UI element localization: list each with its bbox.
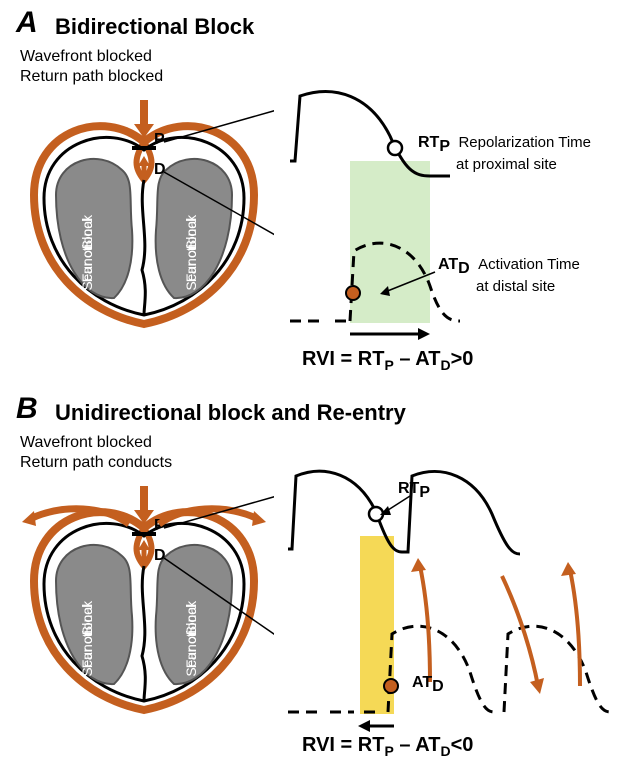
panel-a-letter: A xyxy=(16,6,38,40)
panel-a-line1: Wavefront blocked xyxy=(20,48,152,66)
formula-b: RVI = RTP – ATD<0 xyxy=(302,734,473,759)
waveform-a xyxy=(280,76,620,356)
rtp-pointer-b xyxy=(380,494,430,534)
panel-a-title: Bidirectional Block xyxy=(55,14,254,40)
svg-text:Block: Block xyxy=(79,214,95,249)
panel-b-letter: B xyxy=(16,392,38,426)
waveform-b xyxy=(280,454,626,744)
panel-b-title: Unidirectional block and Re-entry xyxy=(55,400,406,426)
heart-diagram-b: Scar or Functional Block Scar or Functio… xyxy=(14,486,274,716)
panel-b-line1: Wavefront blocked xyxy=(20,434,152,452)
panel-b-line2: Return path conducts xyxy=(20,454,172,472)
heart-diagram-a: Scar or Functional Block Scar or Functio… xyxy=(14,100,274,330)
atd-pointer-a xyxy=(380,268,460,308)
svg-text:Block: Block xyxy=(79,600,95,635)
atd-label-b: ATD xyxy=(412,674,444,696)
svg-text:Block: Block xyxy=(183,214,199,249)
svg-text:D: D xyxy=(154,547,166,564)
rtp-label-a: RTP Repolarization Time at proximal site xyxy=(418,134,591,174)
svg-text:Block: Block xyxy=(183,600,199,635)
formula-a: RVI = RTP – ATD>0 xyxy=(302,348,473,373)
d-label-a: D xyxy=(154,161,166,178)
panel-a-line2: Return path blocked xyxy=(20,68,163,86)
p-label-a: P xyxy=(154,131,165,148)
